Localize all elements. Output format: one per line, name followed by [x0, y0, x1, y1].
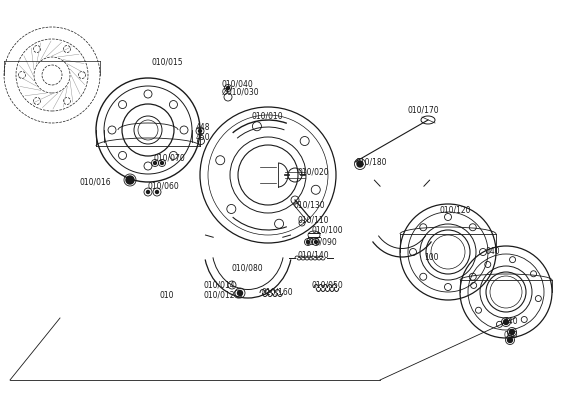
Text: 100: 100: [424, 254, 439, 262]
Text: 010/015: 010/015: [152, 58, 183, 66]
Text: 440: 440: [504, 318, 518, 326]
Text: 010/016: 010/016: [80, 178, 112, 186]
Circle shape: [238, 290, 242, 296]
Circle shape: [153, 162, 157, 164]
Circle shape: [504, 320, 508, 324]
Text: 010/160: 010/160: [262, 288, 294, 296]
Text: 010/040: 010/040: [222, 80, 254, 88]
Text: 010/180: 010/180: [356, 158, 388, 166]
Text: 010/130: 010/130: [294, 200, 325, 210]
Circle shape: [509, 330, 514, 334]
Text: 010/014: 010/014: [204, 280, 235, 290]
Text: 010/110: 010/110: [298, 216, 329, 224]
Text: 010: 010: [160, 290, 174, 300]
Text: 010/060: 010/060: [148, 182, 180, 190]
Circle shape: [226, 86, 229, 90]
Text: 010/020: 010/020: [298, 168, 329, 176]
Text: 010/090: 010/090: [306, 238, 338, 246]
Text: 010/070: 010/070: [153, 154, 185, 162]
Text: 040: 040: [486, 248, 500, 256]
Text: 448: 448: [196, 122, 211, 132]
Text: 010/170: 010/170: [408, 106, 440, 114]
Circle shape: [161, 162, 164, 164]
Circle shape: [147, 190, 149, 194]
Text: 060: 060: [504, 332, 518, 340]
Circle shape: [199, 130, 201, 132]
Text: 010/012: 010/012: [204, 290, 235, 300]
Circle shape: [315, 240, 318, 244]
Text: 010/010: 010/010: [252, 112, 284, 120]
Text: Ø010/030: Ø010/030: [222, 88, 260, 96]
Circle shape: [156, 190, 158, 194]
Text: 010/050: 010/050: [312, 280, 344, 290]
Text: 450: 450: [196, 132, 211, 142]
Text: 010/100: 010/100: [312, 226, 344, 234]
Text: 010/140: 010/140: [298, 250, 329, 260]
Circle shape: [508, 338, 512, 342]
Text: 010/080: 010/080: [232, 264, 264, 272]
Text: 010/120: 010/120: [440, 206, 471, 214]
Circle shape: [126, 176, 134, 184]
Circle shape: [357, 161, 363, 167]
Circle shape: [307, 240, 310, 244]
